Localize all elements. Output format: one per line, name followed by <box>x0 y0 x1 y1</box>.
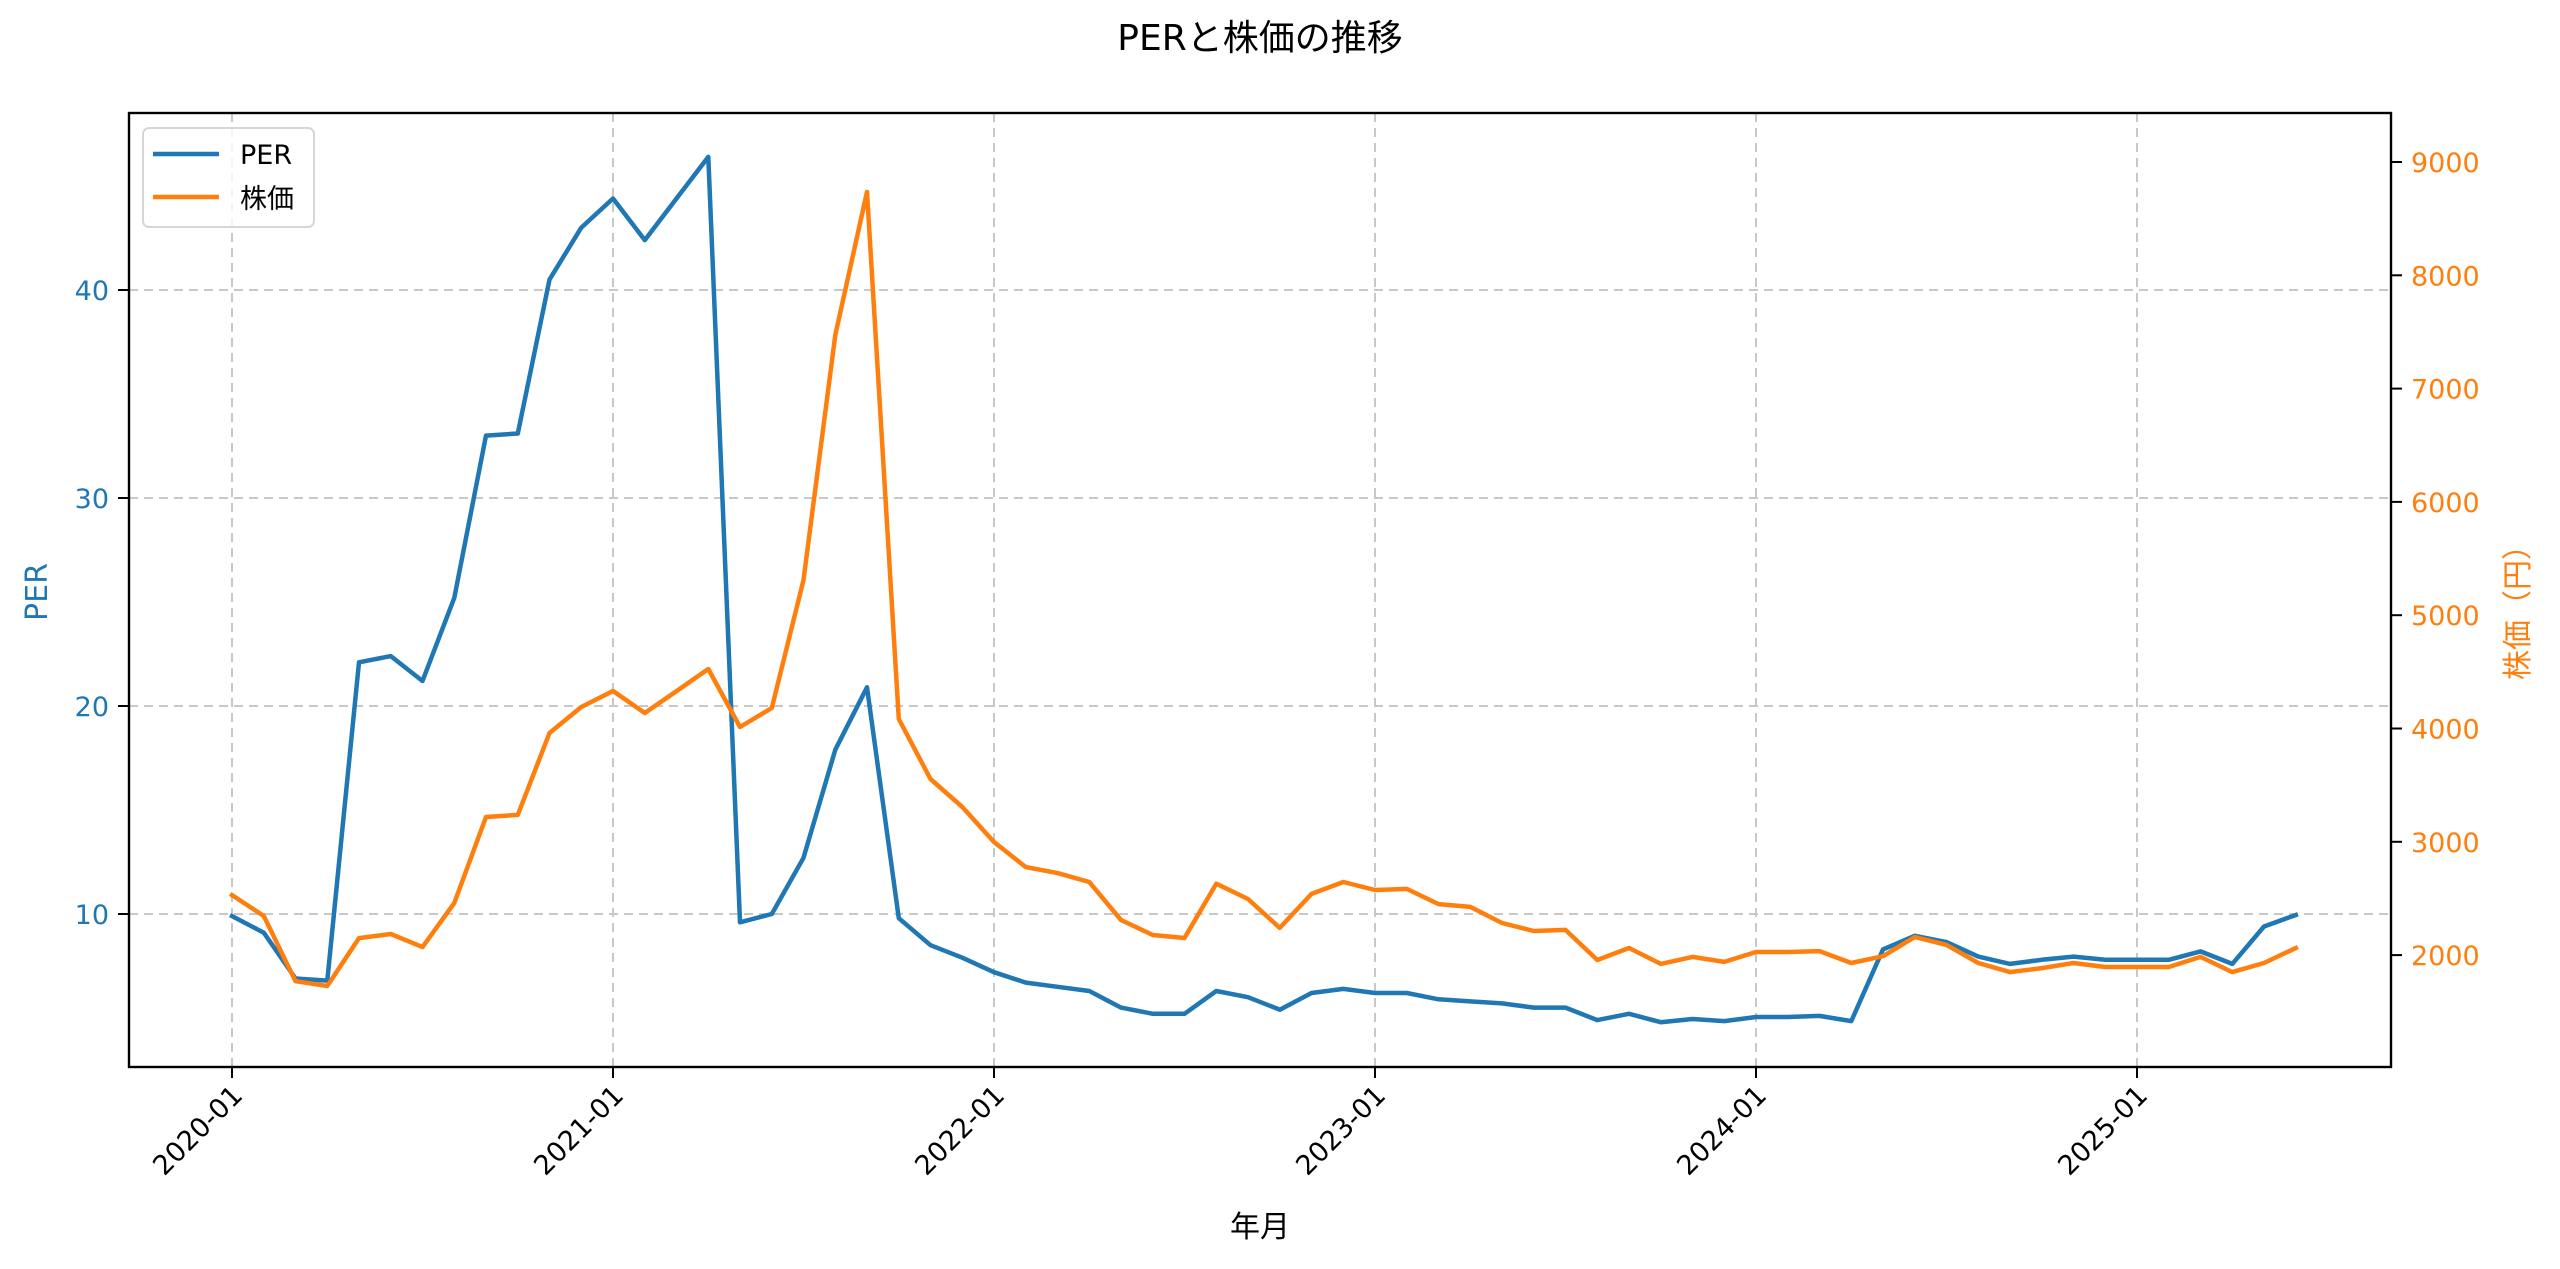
y-axis-right-label: 株価（円） <box>2501 530 2536 680</box>
y-right-tick-label: 8000 <box>2411 261 2480 292</box>
x-tick-label: 2020-01 <box>147 1080 249 1182</box>
y-right-tick-label: 6000 <box>2411 488 2480 519</box>
chart-title: PERと株価の推移 <box>1117 18 1402 59</box>
y-right-tick-label: 7000 <box>2411 375 2480 406</box>
x-axis: 2020-01 2021-01 2022-01 2023-01 2024-01 2025-… <box>147 1067 2154 1182</box>
y-right-tick-label: 3000 <box>2411 828 2480 859</box>
per-line <box>228 154 2299 1025</box>
price-line <box>228 189 2299 989</box>
y-left-tick-label: 40 <box>75 276 109 307</box>
x-axis-label: 年月 <box>1230 1210 1290 1245</box>
x-tick-label: 2025-01 <box>2052 1080 2154 1182</box>
y-axis-left-label: PER <box>20 563 55 621</box>
axes-frame <box>127 111 2393 1069</box>
y-right-tick-label: 2000 <box>2411 941 2480 972</box>
y-left-tick-label: 30 <box>75 484 109 515</box>
legend: PER 株価 <box>142 127 315 228</box>
x-tick-label: 2021-01 <box>528 1080 630 1182</box>
y-right-tick-label: 9000 <box>2411 148 2480 179</box>
plot-area <box>228 154 2299 1025</box>
y-right-tick-label: 5000 <box>2411 601 2480 632</box>
y-axis-left: 10 20 30 40 <box>75 276 129 931</box>
grid-lines <box>129 113 2391 1067</box>
y-right-tick-label: 4000 <box>2411 715 2480 746</box>
x-tick-label: 2022-01 <box>909 1080 1011 1182</box>
legend-per-label: PER <box>240 140 292 171</box>
x-tick-label: 2024-01 <box>1671 1080 1773 1182</box>
y-left-tick-label: 10 <box>75 900 109 931</box>
y-axis-right: 2000 3000 4000 5000 6000 7000 8000 9000 <box>2391 148 2480 972</box>
y-left-tick-label: 20 <box>75 692 109 723</box>
x-tick-label: 2023-01 <box>1290 1080 1392 1182</box>
legend-price-label: 株価 <box>240 184 294 215</box>
